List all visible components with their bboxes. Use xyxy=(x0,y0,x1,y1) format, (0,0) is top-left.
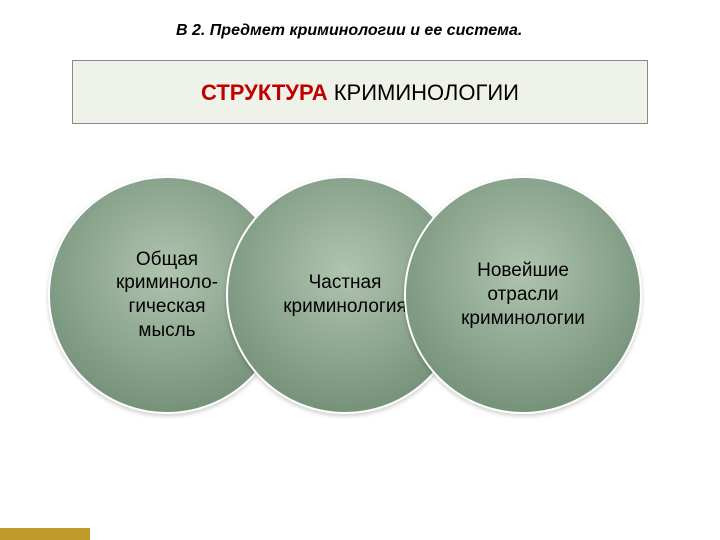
title-part-2: КРИМИНОЛОГИИ xyxy=(334,80,519,105)
venn-circle-3: Новейшиеотрасликриминологии xyxy=(404,176,642,414)
venn-circle-label: Частнаякриминология xyxy=(273,271,417,319)
slide-header: В 2. Предмет криминологии и ее система. xyxy=(176,22,522,40)
slide: В 2. Предмет криминологии и ее система. … xyxy=(0,0,720,540)
title-part-1: СТРУКТУРА xyxy=(201,80,334,105)
accent-bar xyxy=(0,528,90,540)
title-box: СТРУКТУРА КРИМИНОЛОГИИ xyxy=(72,60,648,124)
venn-circle-label: Новейшиеотрасликриминологии xyxy=(451,259,595,330)
venn-circle-label: Общаякриминоло-гическаямысль xyxy=(106,248,228,343)
